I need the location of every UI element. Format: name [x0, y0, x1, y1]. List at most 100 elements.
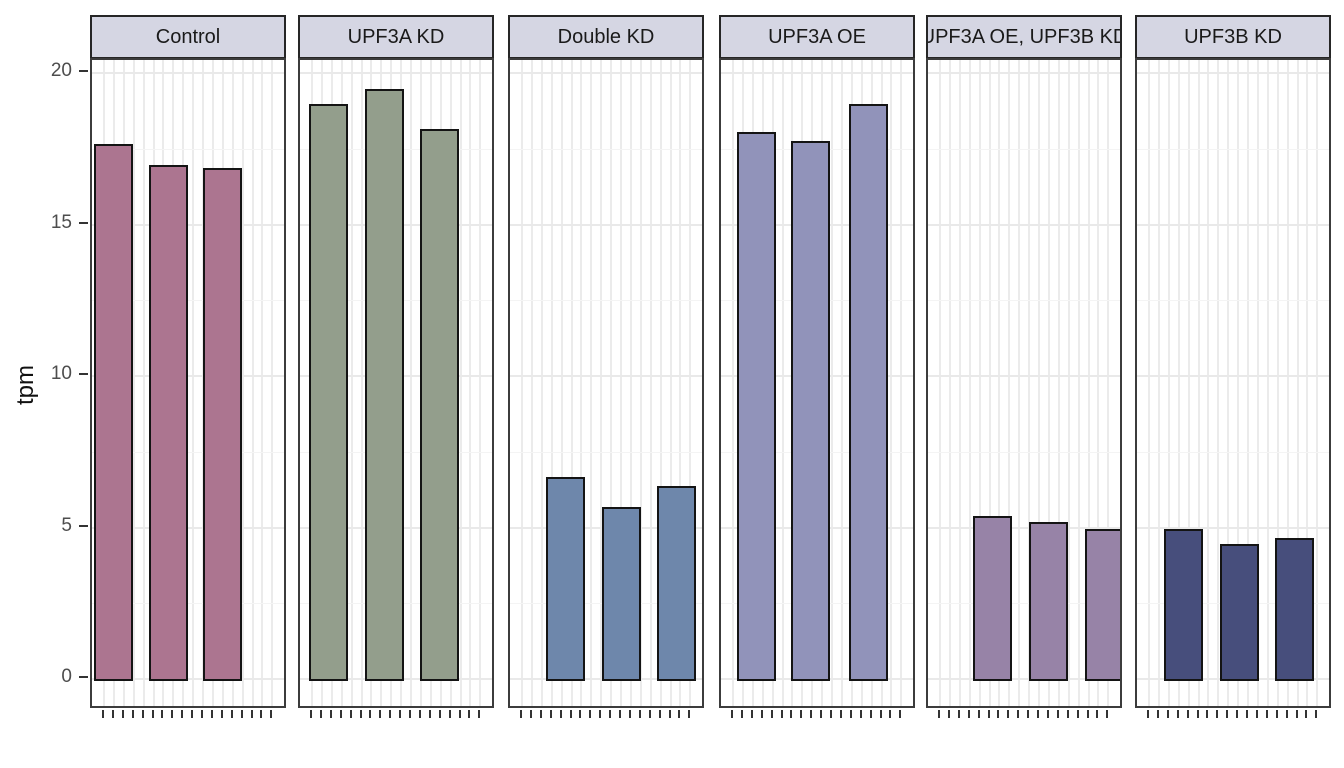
x-tick-mark	[589, 710, 592, 718]
vertical-gridline	[521, 60, 523, 706]
vertical-gridline	[479, 60, 482, 706]
x-tick-mark	[349, 710, 352, 718]
x-tick-mark	[820, 710, 823, 718]
x-tick-mark	[1275, 710, 1278, 718]
minor-gridline	[928, 148, 1120, 150]
bar	[149, 164, 188, 681]
vertical-gridline	[679, 60, 682, 706]
vertical-gridline	[649, 60, 652, 706]
bar	[791, 140, 830, 681]
x-tick-mark	[1265, 710, 1268, 718]
bar	[420, 128, 459, 681]
minor-gridline	[1137, 148, 1329, 150]
x-tick-mark	[520, 710, 522, 718]
minor-gridline	[1137, 300, 1329, 302]
vertical-gridline	[1247, 60, 1249, 706]
bar	[365, 89, 404, 681]
minor-gridline	[928, 603, 1120, 605]
facet-strip-label: UPF3A KD	[347, 25, 445, 48]
minor-gridline	[928, 451, 1120, 453]
x-tick-mark	[141, 710, 144, 718]
facet-strip-label: UPF3A OE, UPF3B KD	[926, 25, 1122, 48]
vertical-gridline	[1057, 60, 1060, 706]
minor-gridline	[92, 451, 284, 453]
vertical-gridline	[988, 60, 991, 706]
x-tick-mark	[1166, 710, 1169, 718]
x-tick-mark	[879, 710, 882, 718]
x-tick-mark	[628, 710, 631, 718]
vertical-gridline	[900, 60, 903, 706]
x-tick-mark	[1315, 710, 1318, 718]
x-tick-mark	[220, 710, 223, 718]
bar	[203, 167, 242, 681]
vertical-gridline	[1038, 60, 1040, 706]
major-gridline	[1137, 223, 1329, 226]
vertical-gridline	[1266, 60, 1269, 706]
vertical-gridline	[1157, 60, 1160, 706]
x-tick-mark	[849, 710, 852, 718]
x-tick-mark	[359, 710, 362, 718]
facet-strip: UPF3A KD	[298, 15, 494, 59]
x-tick-mark	[539, 710, 542, 718]
x-tick-mark	[609, 710, 612, 718]
y-tick-label: 0	[61, 666, 72, 687]
vertical-gridline	[1077, 60, 1080, 706]
x-tick-mark	[1216, 710, 1219, 718]
facet-panel	[508, 58, 704, 708]
x-tick-mark	[599, 710, 602, 718]
major-gridline	[928, 526, 1120, 529]
x-tick-mark	[648, 710, 651, 718]
major-gridline	[510, 72, 702, 74]
x-tick-mark	[638, 710, 641, 718]
facet-strip: Control	[90, 15, 286, 59]
x-tick-mark	[121, 710, 124, 718]
vertical-gridline	[998, 60, 1001, 706]
vertical-gridline	[610, 60, 613, 706]
x-tick-mark	[1295, 710, 1298, 718]
x-tick-mark	[1186, 710, 1189, 718]
vertical-gridline	[142, 60, 145, 706]
vertical-gridline	[1167, 60, 1170, 706]
vertical-gridline	[350, 60, 353, 706]
x-tick-mark	[750, 710, 753, 718]
major-gridline	[1137, 375, 1329, 377]
x-tick-mark	[1255, 710, 1258, 718]
vertical-gridline	[659, 60, 662, 706]
x-tick-mark	[1156, 710, 1159, 718]
x-tick-mark	[1037, 710, 1039, 718]
vertical-gridline	[1237, 60, 1240, 706]
vertical-gridline	[261, 60, 264, 706]
x-tick-mark	[418, 710, 421, 718]
x-tick-mark	[977, 710, 980, 718]
vertical-gridline	[1097, 60, 1100, 706]
bar	[602, 507, 641, 681]
vertical-gridline	[560, 60, 563, 706]
vertical-gridline	[958, 60, 961, 706]
vertical-gridline	[1207, 60, 1210, 706]
vertical-gridline	[1187, 60, 1190, 706]
x-tick-mark	[1246, 710, 1248, 718]
vertical-gridline	[968, 60, 971, 706]
x-tick-mark	[569, 710, 572, 718]
x-tick-mark	[1226, 710, 1229, 718]
x-tick-mark	[181, 710, 184, 718]
x-tick-mark	[201, 710, 203, 718]
vertical-gridline	[948, 60, 951, 706]
minor-gridline	[510, 300, 702, 302]
x-tick-mark	[191, 710, 194, 718]
major-gridline	[92, 72, 284, 74]
facet-strip-label: UPF3B KD	[1184, 25, 1282, 48]
x-tick-mark	[869, 710, 872, 718]
x-tick-mark	[678, 710, 681, 718]
x-tick-mark	[131, 710, 134, 718]
x-tick-mark	[760, 710, 763, 718]
vertical-gridline	[590, 60, 593, 706]
major-gridline	[92, 375, 284, 377]
major-gridline	[1137, 526, 1329, 529]
x-tick-mark	[210, 710, 213, 718]
x-tick-mark	[967, 710, 970, 718]
x-tick-mark	[770, 710, 773, 718]
facet-panel	[719, 58, 915, 708]
facet-panel	[926, 58, 1122, 708]
